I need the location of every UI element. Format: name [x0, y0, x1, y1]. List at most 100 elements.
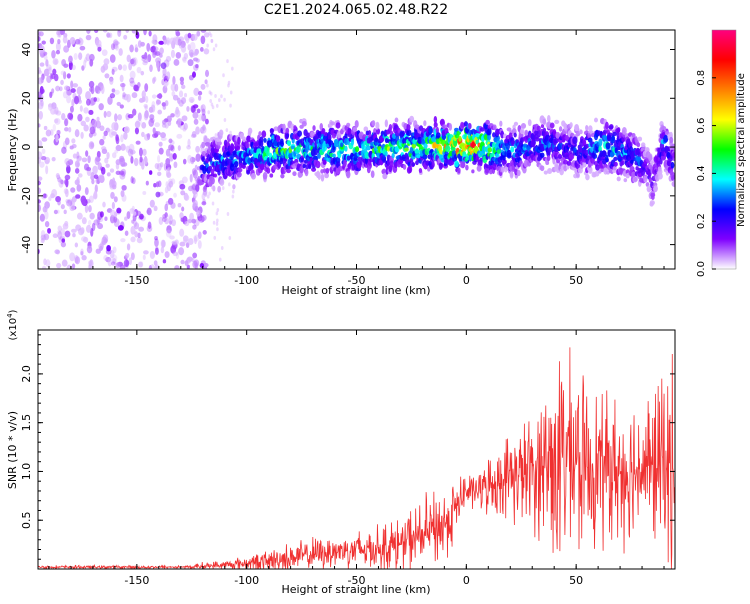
noise-blob — [45, 165, 49, 175]
noise-blob — [193, 234, 200, 242]
noise-blob — [192, 224, 197, 230]
noise-blob — [45, 259, 51, 267]
noise-blob — [75, 194, 81, 199]
noise-blob — [229, 90, 233, 95]
noise-blob — [64, 127, 69, 132]
ridge-blob — [323, 132, 329, 137]
noise-blob — [97, 162, 102, 171]
ridge-blob — [287, 140, 292, 147]
noise-blob — [160, 62, 167, 69]
noise-blob — [146, 207, 152, 216]
ridge-blob — [458, 135, 462, 142]
noise-blob — [154, 162, 160, 170]
noise-blob — [158, 141, 163, 147]
noise-blob — [63, 45, 70, 53]
ridge-blob — [608, 125, 614, 130]
noise-blob — [114, 149, 119, 154]
noise-blob — [165, 148, 171, 157]
noise-blob — [106, 172, 111, 177]
noise-blob — [174, 265, 180, 269]
noise-blob — [131, 30, 138, 34]
ridge-blob — [201, 151, 207, 157]
noise-blob — [201, 214, 207, 221]
ridge-blob — [500, 166, 505, 173]
ridge-blob — [423, 120, 427, 127]
noise-blob — [197, 114, 204, 121]
ridge-blob — [658, 173, 663, 180]
noise-blob — [101, 85, 105, 95]
noise-blob — [195, 126, 200, 135]
noise-blob — [181, 176, 188, 184]
noise-blob — [187, 44, 191, 51]
ridge-blob — [280, 173, 285, 179]
noise-blob — [142, 254, 146, 261]
noise-blob — [81, 217, 87, 225]
noise-blob — [144, 51, 148, 61]
noise-blob — [162, 67, 167, 77]
noise-blob — [44, 210, 49, 220]
ridge-blob — [671, 174, 675, 179]
noise-blob — [64, 174, 71, 181]
noise-blob — [214, 133, 218, 138]
noise-blob — [41, 148, 46, 155]
ridge-blob — [354, 146, 360, 153]
noise-blob — [220, 245, 224, 250]
ridge-blob — [598, 138, 603, 147]
noise-blob — [186, 106, 190, 112]
ridge-blob — [297, 130, 302, 137]
noise-blob — [193, 235, 198, 245]
noise-blob — [96, 116, 100, 122]
noise-blob — [87, 260, 93, 266]
spectrogram-y-ticks: -40 -20 0 20 40 — [20, 43, 675, 254]
ridge-blob — [666, 146, 671, 152]
noise-blob — [101, 49, 108, 56]
noise-blob — [83, 59, 87, 69]
noise-blob — [203, 32, 210, 38]
noise-blob — [231, 194, 235, 199]
ridge-blob — [261, 130, 267, 138]
noise-blob — [141, 96, 146, 103]
noise-blob — [166, 225, 172, 234]
ridge-blob — [327, 134, 332, 141]
noise-blob — [154, 51, 161, 56]
noise-blob — [43, 258, 47, 266]
noise-blob — [57, 38, 61, 45]
noise-blob — [155, 98, 160, 106]
noise-blob — [109, 168, 115, 173]
noise-blob — [148, 265, 152, 269]
noise-blob — [206, 83, 209, 88]
ridge-blob — [322, 140, 327, 148]
noise-blob — [201, 113, 207, 122]
noise-blob — [128, 62, 133, 71]
noise-blob — [40, 234, 47, 241]
noise-blob — [53, 209, 58, 215]
noise-blob — [158, 216, 164, 225]
noise-blob — [135, 140, 141, 145]
noise-blob — [133, 157, 139, 167]
x-tick-label: 50 — [569, 274, 583, 287]
ridge-blob — [492, 132, 496, 138]
x-tick-label: -150 — [124, 274, 149, 287]
ridge-blob — [374, 137, 379, 143]
ridge-blob — [573, 146, 577, 153]
ridge-blob — [402, 164, 407, 170]
ridge-blob — [524, 129, 529, 136]
ridge-blob — [606, 134, 612, 141]
noise-blob — [174, 36, 181, 46]
noise-blob — [128, 257, 133, 266]
ridge-blob — [218, 129, 224, 137]
snr-marks — [38, 347, 675, 569]
noise-blob — [68, 126, 72, 133]
noise-blob — [54, 118, 61, 125]
noise-blob — [74, 167, 80, 174]
noise-blob — [83, 163, 90, 171]
noise-blob — [140, 70, 145, 76]
noise-blob — [216, 218, 219, 223]
noise-blob — [212, 220, 216, 225]
ridge-blob — [637, 136, 643, 142]
noise-blob — [169, 37, 175, 46]
noise-blob — [192, 71, 196, 78]
noise-blob — [168, 215, 173, 224]
noise-blob — [207, 110, 210, 115]
noise-blob — [96, 150, 101, 159]
